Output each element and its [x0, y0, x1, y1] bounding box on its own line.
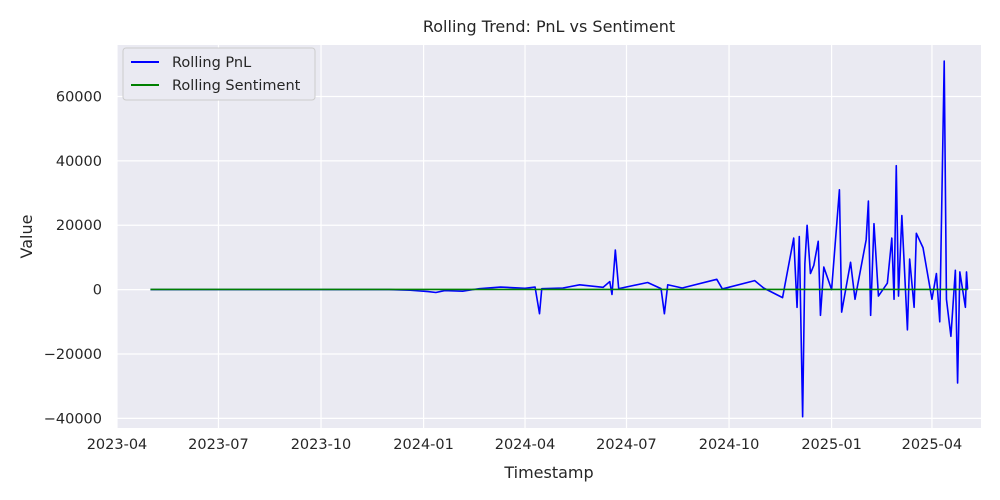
series-line-rolling-pnl: [150, 60, 969, 418]
x-tick-label: 2024-04: [495, 437, 556, 453]
y-axis: −40000 −20000 0 20000 40000 60000: [44, 89, 102, 427]
x-tick-label: 2024-10: [699, 437, 760, 453]
y-tick-label: 0: [93, 283, 102, 299]
x-axis-label: Timestamp: [503, 463, 593, 482]
y-tick-label: −40000: [44, 411, 102, 427]
x-tick-label: 2023-10: [291, 437, 352, 453]
legend-label: Rolling PnL: [172, 55, 251, 71]
x-tick-label: 2025-01: [801, 437, 862, 453]
series-layer: [150, 60, 969, 418]
x-axis: 2023-04 2023-07 2023-10 2024-01 2024-04 2024-…: [87, 437, 963, 453]
legend: Rolling PnL Rolling Sentiment: [122, 47, 316, 101]
x-tick-label: 2024-07: [596, 437, 657, 453]
y-tick-label: 20000: [56, 218, 102, 234]
y-tick-label: −20000: [44, 347, 102, 363]
x-tick-label: 2023-07: [188, 437, 249, 453]
x-tick-label: 2023-04: [87, 437, 148, 453]
x-tick-label: 2024-01: [393, 437, 454, 453]
grid: [116, 45, 981, 428]
y-tick-label: 60000: [56, 89, 102, 105]
plot-area: [117, 45, 981, 428]
legend-box: [122, 47, 316, 101]
y-axis-label: Value: [17, 215, 36, 259]
y-tick-label: 40000: [56, 154, 102, 170]
x-tick-label: 2025-04: [902, 437, 963, 453]
chart-title: Rolling Trend: PnL vs Sentiment: [423, 17, 675, 36]
legend-label: Rolling Sentiment: [172, 78, 301, 94]
